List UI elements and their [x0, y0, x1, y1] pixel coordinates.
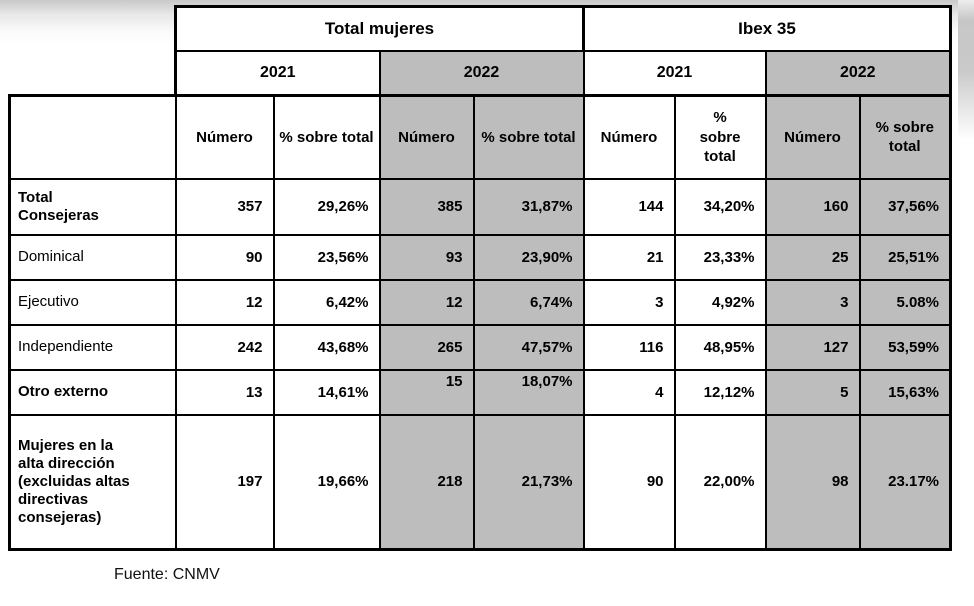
year-header-ibex-2022: 2022 [764, 49, 952, 97]
value-cell: 53,59% [858, 323, 952, 371]
sub-header-pct-ibex-2021: % sobre total [673, 94, 767, 180]
corner-blank-cell [8, 94, 177, 180]
sub-header-numero-tm-2021: Número [174, 94, 275, 180]
value-cell: 23,56% [272, 233, 381, 281]
value-cell: 5.08% [858, 278, 952, 326]
value-cell: 18,07% [472, 368, 585, 416]
value-cell: 127 [764, 323, 861, 371]
value-cell: 93 [378, 233, 475, 281]
value-cell: 31,87% [472, 177, 585, 236]
value-cell: 15,63% [858, 368, 952, 416]
value-cell: 98 [764, 413, 861, 551]
sub-header-numero-ibex-2021: Número [582, 94, 676, 180]
value-cell: 160 [764, 177, 861, 236]
value-cell: 19,66% [272, 413, 381, 551]
value-cell: 29,26% [272, 177, 381, 236]
year-header-ibex-2021: 2021 [582, 49, 767, 97]
page-right-shade [958, 0, 974, 150]
value-cell: 23,90% [472, 233, 585, 281]
value-cell: 90 [582, 413, 676, 551]
value-cell: 48,95% [673, 323, 767, 371]
value-cell: 4,92% [673, 278, 767, 326]
ghost-cell [10, 7, 176, 51]
sub-header-label: % sobre total [699, 109, 741, 165]
value-cell: 21 [582, 233, 676, 281]
sub-header-pct-tm-2022: % sobre total [472, 94, 585, 180]
value-cell: 25 [764, 233, 861, 281]
row-label-mujeres-alta-direccion: Mujeres en la alta dirección (excluidas … [8, 413, 177, 551]
row-ejecutivo: Ejecutivo 12 6,42% 12 6,74% 3 4,92% 3 5.… [8, 278, 952, 326]
value-cell: 13 [174, 368, 275, 416]
row-label-text: Mujeres en la alta dirección (excluidas … [18, 436, 130, 526]
row-label-independiente: Independiente [8, 323, 177, 371]
value-cell: 6,42% [272, 278, 381, 326]
value-cell: 12 [378, 278, 475, 326]
value-cell: 37,56% [858, 177, 952, 236]
value-cell: 22,00% [673, 413, 767, 551]
value-cell: 34,20% [673, 177, 767, 236]
row-label-dominical: Dominical [8, 233, 177, 281]
value-cell: 116 [582, 323, 676, 371]
value-cell: 90 [174, 233, 275, 281]
value-cell: 6,74% [472, 278, 585, 326]
row-mujeres-alta-direccion: Mujeres en la alta dirección (excluidas … [8, 413, 952, 551]
sub-header-row: Número % sobre total Número % sobre tota… [8, 94, 952, 180]
row-total-consejeras: Total Consejeras 357 29,26% 385 31,87% 1… [8, 177, 952, 236]
group-header-total-mujeres: Total mujeres [174, 5, 585, 52]
sub-header-pct-tm-2021: % sobre total [272, 94, 381, 180]
year-header-tm-2022: 2022 [378, 49, 585, 97]
value-cell: 3 [582, 278, 676, 326]
value-cell: 23.17% [858, 413, 952, 551]
value-cell: 12 [174, 278, 275, 326]
value-cell: 357 [174, 177, 275, 236]
value-cell: 15 [378, 368, 475, 416]
value-cell: 25,51% [858, 233, 952, 281]
source-note: Fuente: CNMV [114, 566, 220, 583]
value-cell: 23,33% [673, 233, 767, 281]
women-directors-table: Total mujeres Ibex 35 2021 2022 2021 202… [8, 5, 952, 551]
group-header-row: Total mujeres Ibex 35 [10, 5, 952, 52]
value-cell: 43,68% [272, 323, 381, 371]
row-label-ejecutivo: Ejecutivo [8, 278, 177, 326]
row-label-otro-externo: Otro externo [8, 368, 177, 416]
value-cell: 3 [764, 278, 861, 326]
sub-header-pct-ibex-2022: % sobre total [858, 94, 952, 180]
value-cell: 242 [174, 323, 275, 371]
row-independiente: Independiente 242 43,68% 265 47,57% 116 … [8, 323, 952, 371]
ghost-cell [10, 51, 176, 96]
year-header-tm-2021: 2021 [174, 49, 381, 97]
year-header-row: 2021 2022 2021 2022 [10, 49, 952, 97]
value-cell: 385 [378, 177, 475, 236]
value-cell: 197 [174, 413, 275, 551]
row-otro-externo: Otro externo 13 14,61% 15 18,07% 4 12,12… [8, 368, 952, 416]
value-cell: 47,57% [472, 323, 585, 371]
value-cell: 12,12% [673, 368, 767, 416]
group-header-ibex-35: Ibex 35 [582, 5, 952, 52]
row-label-text: Total Consejeras [18, 188, 99, 224]
value-cell: 218 [378, 413, 475, 551]
value-cell: 144 [582, 177, 676, 236]
row-label-total-consejeras: Total Consejeras [8, 177, 177, 236]
value-cell: 5 [764, 368, 861, 416]
value-cell: 265 [378, 323, 475, 371]
sub-header-numero-ibex-2022: Número [764, 94, 861, 180]
value-cell: 21,73% [472, 413, 585, 551]
value-cell: 14,61% [272, 368, 381, 416]
value-cell: 4 [582, 368, 676, 416]
row-dominical: Dominical 90 23,56% 93 23,90% 21 23,33% … [8, 233, 952, 281]
sub-header-numero-tm-2022: Número [378, 94, 475, 180]
